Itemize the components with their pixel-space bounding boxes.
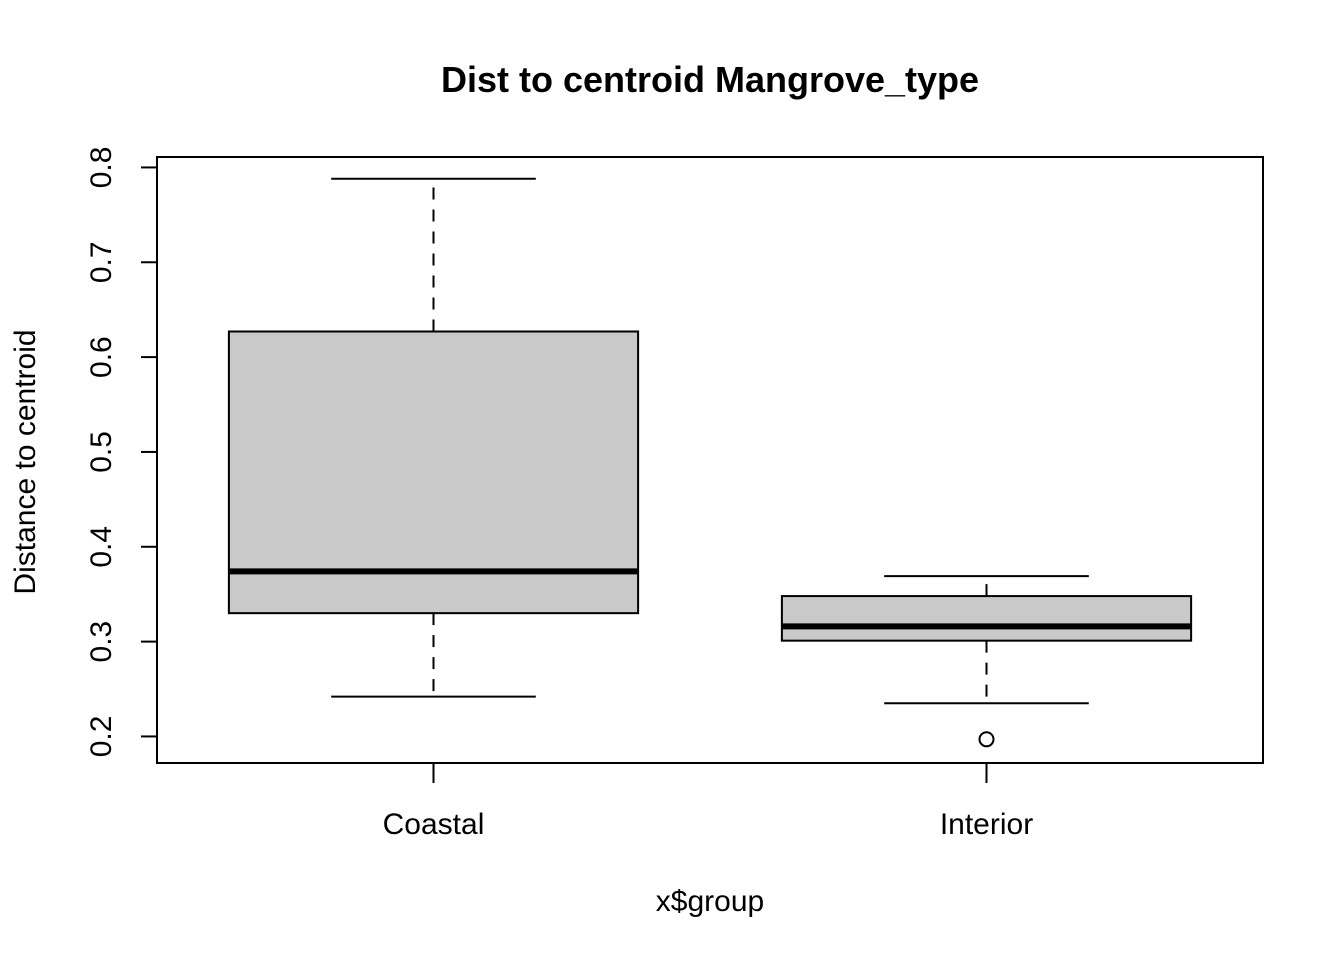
y-tick-label: 0.5 bbox=[85, 431, 118, 473]
y-tick-label: 0.6 bbox=[85, 336, 118, 378]
y-tick-label: 0.8 bbox=[85, 147, 118, 189]
x-axis: Coastal Interior bbox=[383, 762, 1033, 841]
chart-title: Dist to centroid Mangrove_type bbox=[441, 59, 979, 100]
y-tick-label: 0.4 bbox=[85, 526, 118, 568]
y-tick-label: 0.3 bbox=[85, 621, 118, 663]
x-tick-label: Interior bbox=[940, 808, 1033, 841]
y-tick-label: 0.2 bbox=[85, 716, 118, 758]
box-interior bbox=[780, 575, 1193, 748]
y-tick-label: 0.7 bbox=[85, 241, 118, 283]
y-axis-label: Distance to centroid bbox=[9, 329, 42, 594]
box-coastal bbox=[227, 177, 640, 698]
box-series bbox=[227, 177, 1193, 748]
y-axis: 0.2 0.3 0.4 0.5 0.6 0.7 0.8 bbox=[85, 147, 158, 758]
iqr-box bbox=[780, 595, 1193, 642]
iqr-box bbox=[227, 330, 640, 615]
x-tick-label: Coastal bbox=[383, 808, 485, 841]
x-axis-label: x$group bbox=[656, 885, 764, 918]
outlier-point bbox=[978, 731, 995, 748]
